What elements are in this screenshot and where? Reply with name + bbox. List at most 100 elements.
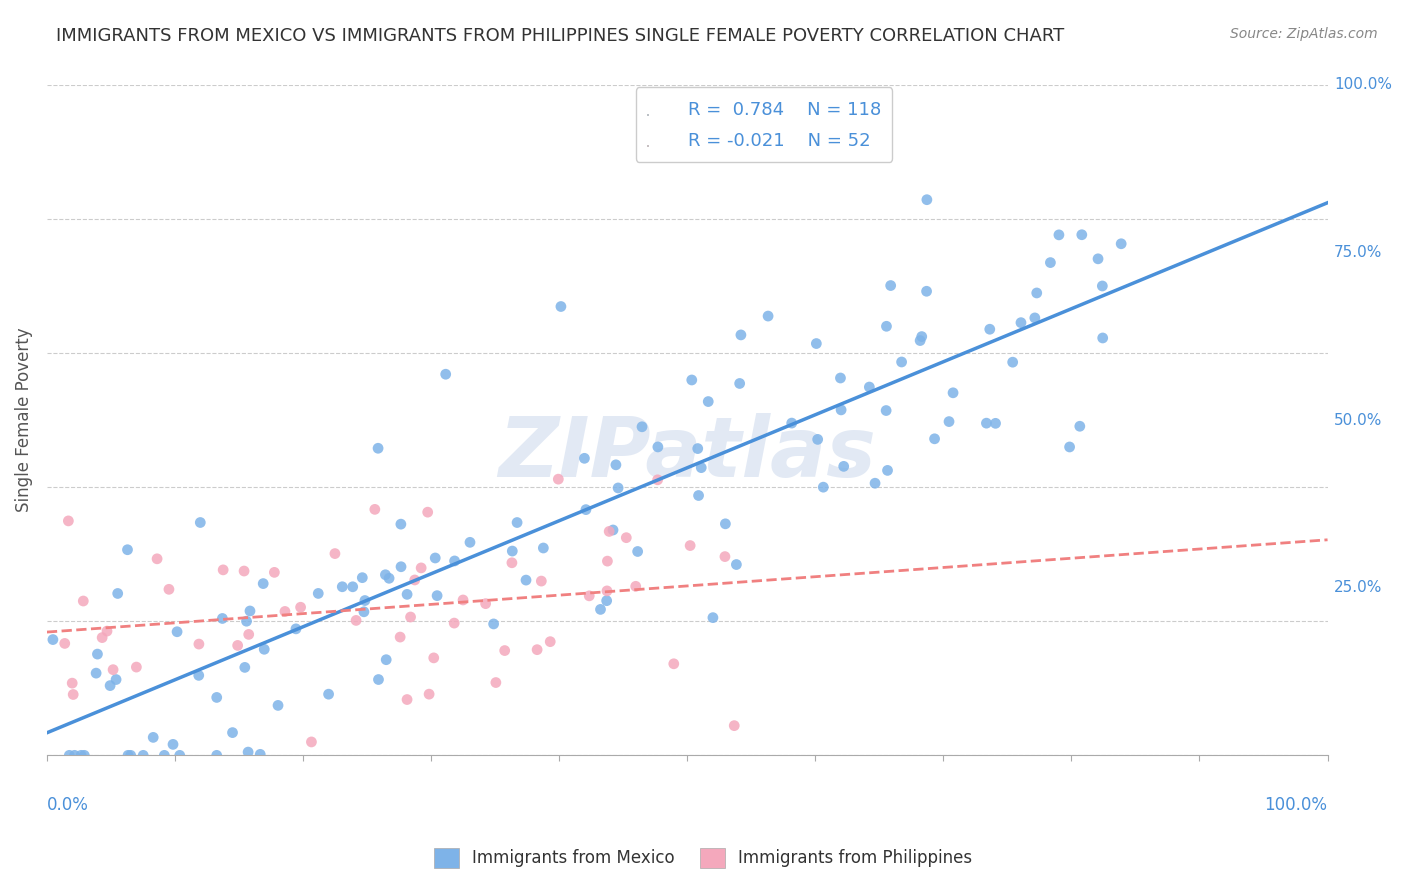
Point — [252, 576, 274, 591]
Point — [364, 502, 387, 516]
Point — [813, 480, 835, 494]
Point — [915, 193, 938, 207]
Point — [389, 517, 412, 532]
Point — [330, 580, 353, 594]
Point — [938, 415, 960, 429]
Point — [596, 583, 619, 598]
Point — [205, 748, 228, 763]
Point — [105, 673, 128, 687]
Point — [399, 610, 422, 624]
Point — [354, 593, 377, 607]
Point — [725, 558, 748, 572]
Point — [605, 458, 627, 472]
Point — [1039, 255, 1062, 269]
Point — [233, 564, 256, 578]
Point — [501, 544, 523, 558]
Point — [1047, 227, 1070, 242]
Point — [1091, 279, 1114, 293]
Point — [396, 692, 419, 706]
Text: 100.0%: 100.0% — [1334, 78, 1392, 93]
Point — [239, 604, 262, 618]
Point — [858, 380, 880, 394]
Point — [396, 587, 419, 601]
Point — [238, 627, 260, 641]
Point — [686, 442, 709, 456]
Point — [876, 463, 898, 477]
Point — [86, 647, 108, 661]
Point — [73, 748, 96, 763]
Point — [714, 516, 737, 531]
Point — [236, 745, 259, 759]
Point — [263, 566, 285, 580]
Point — [422, 651, 444, 665]
Point — [235, 614, 257, 628]
Point — [1069, 419, 1091, 434]
Point — [1001, 355, 1024, 369]
Point — [979, 322, 1001, 336]
Point — [117, 542, 139, 557]
Point — [550, 300, 572, 314]
Point — [42, 632, 65, 647]
Point — [538, 634, 561, 648]
Point — [132, 748, 155, 763]
Point — [166, 624, 188, 639]
Point — [631, 419, 654, 434]
Point — [578, 589, 600, 603]
Point — [807, 433, 830, 447]
Point — [830, 403, 852, 417]
Point — [274, 604, 297, 618]
Point — [146, 551, 169, 566]
Point — [1109, 236, 1132, 251]
Point — [221, 725, 243, 739]
Point — [924, 432, 946, 446]
Point — [780, 416, 803, 430]
Point — [526, 642, 548, 657]
Point — [647, 440, 669, 454]
Point — [908, 334, 931, 348]
Point — [1059, 440, 1081, 454]
Point — [1010, 316, 1032, 330]
Point — [389, 559, 412, 574]
Point — [1025, 285, 1047, 300]
Point — [375, 653, 398, 667]
Y-axis label: Single Female Poverty: Single Female Poverty — [15, 328, 32, 513]
Point — [451, 593, 474, 607]
Point — [596, 554, 619, 568]
Point — [425, 551, 447, 566]
Point — [589, 602, 612, 616]
Point — [501, 556, 523, 570]
Point — [602, 523, 624, 537]
Point — [647, 473, 669, 487]
Point — [344, 614, 367, 628]
Point — [188, 516, 211, 530]
Point — [62, 688, 84, 702]
Point — [226, 639, 249, 653]
Point — [107, 586, 129, 600]
Point — [58, 748, 80, 763]
Text: ZIPatlas: ZIPatlas — [498, 413, 876, 494]
Point — [53, 636, 76, 650]
Point — [117, 748, 139, 763]
Point — [162, 737, 184, 751]
Point — [353, 605, 375, 619]
Point — [806, 336, 828, 351]
Point — [976, 416, 998, 430]
Point — [515, 573, 537, 587]
Text: 0.0%: 0.0% — [46, 796, 89, 814]
Point — [434, 368, 457, 382]
Point — [714, 549, 737, 564]
Point — [830, 371, 852, 385]
Point — [879, 278, 901, 293]
Point — [389, 630, 412, 644]
Point — [233, 660, 256, 674]
Point — [530, 574, 553, 588]
Point — [690, 460, 713, 475]
Point — [595, 593, 617, 607]
Point — [1024, 310, 1046, 325]
Point — [984, 417, 1007, 431]
Text: 75.0%: 75.0% — [1334, 245, 1382, 260]
Point — [1091, 331, 1114, 345]
Point — [915, 285, 938, 299]
Point — [494, 643, 516, 657]
Text: 50.0%: 50.0% — [1334, 413, 1382, 427]
